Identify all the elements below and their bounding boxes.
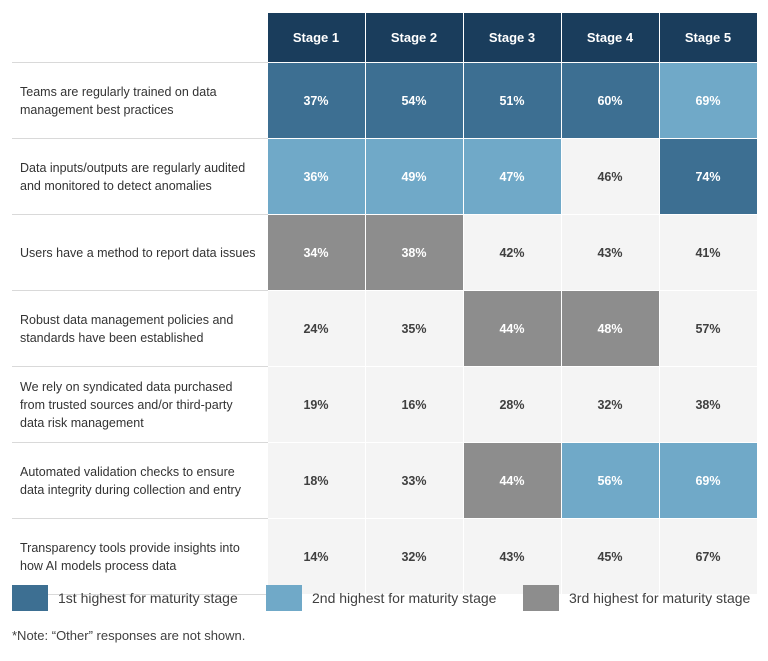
header-corner	[12, 12, 267, 63]
value-cell: 57%	[658, 290, 758, 367]
value-cell: 34%	[266, 214, 366, 291]
value-cell: 46%	[560, 138, 660, 215]
value-cell: 44%	[462, 290, 562, 367]
table-row: Data inputs/outputs are regularly audite…	[12, 138, 758, 215]
value-cell: 24%	[266, 290, 366, 367]
legend-item: 3rd highest for maturity stage	[523, 584, 750, 612]
value-cell: 47%	[462, 138, 562, 215]
value-cell: 38%	[364, 214, 464, 291]
value-cell: 44%	[462, 442, 562, 519]
table-row: Transparency tools provide insights into…	[12, 518, 758, 595]
column-header: Stage 1	[266, 12, 366, 63]
value-cell: 69%	[658, 442, 758, 519]
value-cell: 74%	[658, 138, 758, 215]
legend: 1st highest for maturity stage 2nd highe…	[12, 584, 757, 614]
table-row: We rely on syndicated data purchased fro…	[12, 366, 758, 443]
value-cell: 36%	[266, 138, 366, 215]
value-cell: 43%	[560, 214, 660, 291]
value-cell: 54%	[364, 62, 464, 139]
row-label: Automated validation checks to ensure da…	[12, 442, 267, 519]
value-cell: 67%	[658, 518, 758, 595]
value-cell: 37%	[266, 62, 366, 139]
table-body: Teams are regularly trained on data mana…	[12, 62, 758, 595]
table-row: Users have a method to report data issue…	[12, 214, 758, 291]
value-cell: 69%	[658, 62, 758, 139]
row-label: Users have a method to report data issue…	[12, 214, 267, 291]
value-cell: 42%	[462, 214, 562, 291]
value-cell: 43%	[462, 518, 562, 595]
value-cell: 41%	[658, 214, 758, 291]
legend-item: 1st highest for maturity stage	[12, 584, 238, 612]
table-row: Teams are regularly trained on data mana…	[12, 62, 758, 139]
legend-item: 2nd highest for maturity stage	[266, 584, 496, 612]
value-cell: 49%	[364, 138, 464, 215]
value-cell: 48%	[560, 290, 660, 367]
value-cell: 32%	[364, 518, 464, 595]
row-label: Teams are regularly trained on data mana…	[12, 62, 267, 139]
legend-swatch-2nd	[266, 585, 302, 611]
maturity-table-container: Stage 1 Stage 2 Stage 3 Stage 4 Stage 5 …	[12, 12, 758, 595]
value-cell: 45%	[560, 518, 660, 595]
column-header: Stage 2	[364, 12, 464, 63]
legend-label: 1st highest for maturity stage	[58, 590, 238, 606]
column-header: Stage 3	[462, 12, 562, 63]
table-row: Automated validation checks to ensure da…	[12, 442, 758, 519]
value-cell: 19%	[266, 366, 366, 443]
table-row: Robust data management policies and stan…	[12, 290, 758, 367]
value-cell: 38%	[658, 366, 758, 443]
maturity-table: Stage 1 Stage 2 Stage 3 Stage 4 Stage 5 …	[12, 12, 758, 595]
row-label: Robust data management policies and stan…	[12, 290, 267, 367]
value-cell: 56%	[560, 442, 660, 519]
row-label: We rely on syndicated data purchased fro…	[12, 366, 267, 443]
value-cell: 51%	[462, 62, 562, 139]
row-label: Data inputs/outputs are regularly audite…	[12, 138, 267, 215]
value-cell: 14%	[266, 518, 366, 595]
legend-label: 3rd highest for maturity stage	[569, 590, 751, 606]
row-label: Transparency tools provide insights into…	[12, 518, 267, 595]
legend-swatch-3rd	[523, 585, 559, 611]
footnote: *Note: “Other” responses are not shown.	[12, 628, 246, 643]
column-header: Stage 4	[560, 12, 660, 63]
legend-swatch-1st	[12, 585, 48, 611]
value-cell: 35%	[364, 290, 464, 367]
header-row: Stage 1 Stage 2 Stage 3 Stage 4 Stage 5	[12, 12, 758, 63]
value-cell: 33%	[364, 442, 464, 519]
legend-label: 2nd highest for maturity stage	[312, 590, 497, 606]
value-cell: 28%	[462, 366, 562, 443]
value-cell: 32%	[560, 366, 660, 443]
value-cell: 18%	[266, 442, 366, 519]
value-cell: 60%	[560, 62, 660, 139]
column-header: Stage 5	[658, 12, 758, 63]
value-cell: 16%	[364, 366, 464, 443]
